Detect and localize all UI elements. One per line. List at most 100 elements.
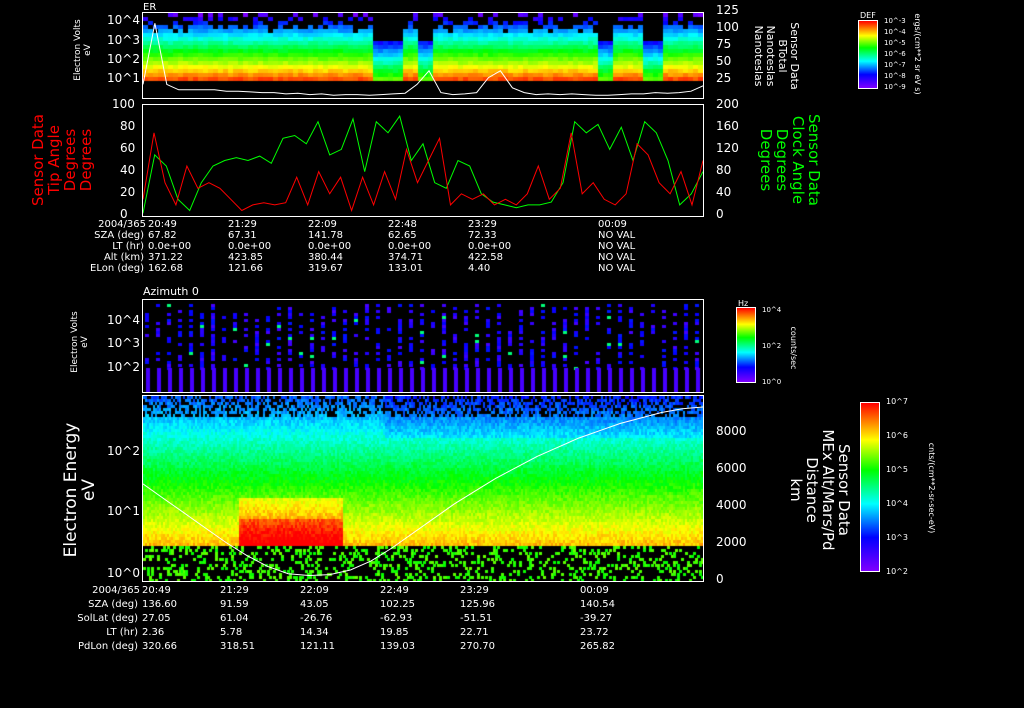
time-tick-label: 23:29	[460, 585, 489, 596]
def-cb-tick: 10^-4	[884, 28, 906, 36]
time-tick-label: 00:09	[598, 219, 627, 230]
table-row-label: SolLat (deg)	[77, 613, 138, 624]
energy-ytick: 10^1	[107, 504, 140, 518]
table-cell: 43.05	[300, 599, 329, 610]
def-colorbar-title: DEF	[860, 11, 876, 20]
btotal-tick: 25	[716, 71, 732, 85]
table-cell: 27.05	[142, 613, 171, 624]
clock-tick: 40	[716, 185, 732, 199]
table-cell: 319.67	[308, 263, 343, 274]
hz-cb-tick: 10^4	[762, 306, 782, 314]
table-cell: 133.01	[388, 263, 423, 274]
altitude-label: Sensor Data MEx Alt/Mars/Pd Distance km	[787, 429, 853, 551]
table-row-label: SZA (deg)	[88, 599, 138, 610]
energy-ytick: 10^0	[107, 566, 140, 580]
tip-tick: 20	[120, 185, 136, 199]
table-row-label: Alt (km)	[103, 252, 144, 263]
table-cell: 61.04	[220, 613, 249, 624]
hz-colorbar-title: Hz	[738, 299, 749, 308]
table-cell: 22.71	[460, 627, 489, 638]
hz-colorbar-unit: counts/sec	[789, 326, 798, 370]
table-date: 2004/365	[98, 219, 146, 230]
btotal-tick: 100	[716, 20, 739, 34]
table-cell: 23.72	[580, 627, 609, 638]
clock-tick: 200	[716, 97, 739, 111]
clock-tick: 120	[716, 141, 739, 155]
def-colorbar-unit: ergs/(cm**2 sr eV s)	[913, 13, 922, 95]
table-cell: 67.31	[228, 230, 257, 241]
hz-cb-tick: 10^2	[762, 342, 782, 350]
tip-tick: 60	[120, 141, 136, 155]
time-tick-label: 22:49	[380, 585, 409, 596]
table-cell: 0.0e+00	[468, 241, 512, 252]
def-cb-tick: 10^-7	[884, 61, 906, 69]
btotal-line-plot	[143, 23, 703, 96]
panel1-frame	[142, 12, 704, 99]
time-tick-label: 22:09	[300, 585, 329, 596]
flux-cb-tick: 10^3	[886, 533, 908, 542]
panel3-frame	[142, 299, 704, 393]
er-spectrogram	[143, 13, 703, 98]
btotal-tick: 50	[716, 54, 732, 68]
table-cell: 371.22	[148, 252, 183, 263]
table-cell: 5.78	[220, 627, 243, 638]
table-cell: 62.65	[388, 230, 417, 241]
clock-angle-label: Sensor Data Clock Angle Degrees Degrees	[757, 114, 823, 206]
table-cell: 380.44	[308, 252, 343, 263]
er-ytick: 10^4	[107, 13, 140, 27]
clock-tick: 0	[716, 207, 724, 221]
time-tick-label: 21:29	[220, 585, 249, 596]
table-cell: 320.66	[142, 641, 177, 652]
table-cell: 14.34	[300, 627, 329, 638]
tip-tick: 40	[120, 163, 136, 177]
flux-cb-tick: 10^2	[886, 567, 908, 576]
panel4-frame	[142, 395, 704, 582]
def-cb-tick: 10^-5	[884, 39, 906, 47]
panel1-ylabel: Electron Volts eV	[73, 19, 93, 81]
table-cell: 270.70	[460, 641, 495, 652]
altitude-line	[143, 406, 703, 577]
table-cell: 140.54	[580, 599, 615, 610]
hz-cb-tick: 10^0	[762, 378, 782, 386]
def-cb-tick: 10^-6	[884, 50, 906, 58]
alt-tick: 0	[716, 572, 724, 586]
tip-angle-label: Sensor Data Tip Angle Degrees Degrees	[29, 114, 95, 206]
angle-line-plot	[143, 114, 703, 214]
table-cell: 91.59	[220, 599, 249, 610]
clock-tick: 160	[716, 119, 739, 133]
alt-tick: 6000	[716, 461, 747, 475]
alt-tick: 4000	[716, 498, 747, 512]
table-cell: 4.40	[468, 263, 491, 274]
flux-cb-tick: 10^4	[886, 499, 908, 508]
flux-colorbar-unit: cnts/(cm**2-sr-sec-eV)	[927, 442, 936, 534]
table-row-label: ELon (deg)	[90, 263, 144, 274]
alt-tick: 2000	[716, 535, 747, 549]
table-cell: 125.96	[460, 599, 495, 610]
flux-colorbar	[860, 402, 880, 572]
az-ytick: 10^2	[107, 360, 140, 374]
flux-cb-tick: 10^5	[886, 465, 908, 474]
table-cell: NO VAL	[598, 263, 636, 274]
hz-colorbar	[736, 307, 756, 383]
altitude-line-plot	[143, 406, 703, 577]
table-cell: NO VAL	[598, 241, 636, 252]
btotal-tick: 75	[716, 37, 732, 51]
clock-tick: 80	[716, 163, 732, 177]
time-tick-label: 23:29	[468, 219, 497, 230]
table-cell: 136.60	[142, 599, 177, 610]
table-cell: 19.85	[380, 627, 409, 638]
def-colorbar	[858, 20, 878, 89]
table-cell: 67.82	[148, 230, 177, 241]
tip-tick: 80	[120, 119, 136, 133]
table-cell: 0.0e+00	[308, 241, 352, 252]
table-cell: 422.58	[468, 252, 503, 263]
panel4-ylabel: Electron Energy eV	[61, 422, 99, 558]
tip-angle-line	[143, 132, 703, 213]
table-cell: 72.33	[468, 230, 497, 241]
btotal-tick: 125	[716, 3, 739, 17]
panel3-ylabel: Electron Volts eV	[70, 311, 90, 373]
tip-tick: 0	[120, 207, 128, 221]
table-cell: NO VAL	[598, 230, 636, 241]
time-tick-label: 22:09	[308, 219, 337, 230]
az-ytick: 10^4	[107, 313, 140, 327]
